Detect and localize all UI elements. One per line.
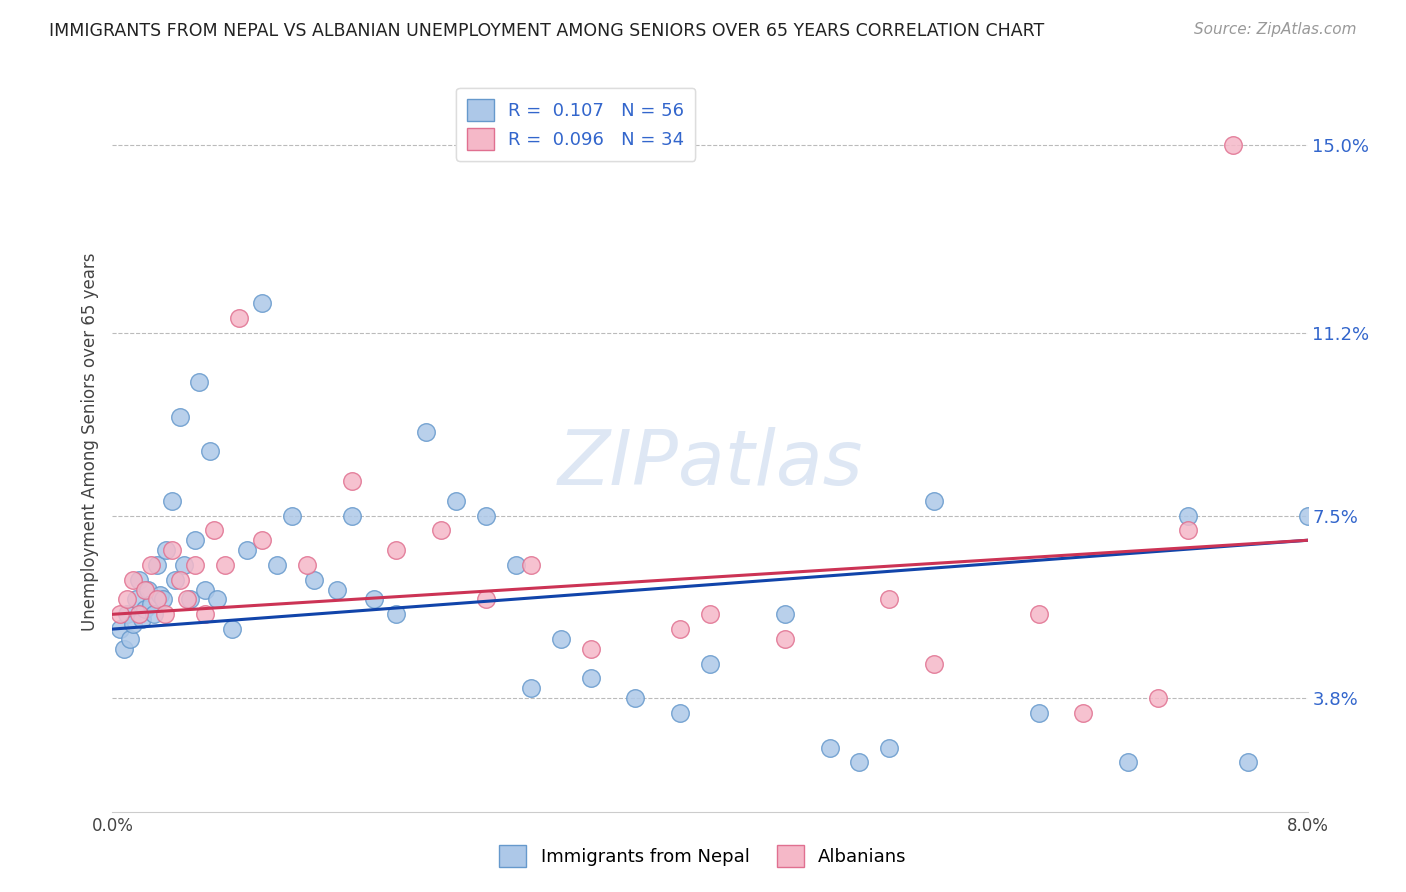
Point [520, 681, 543, 696]
Point [415, 425, 437, 439]
Point [214, 558, 236, 572]
Point [162, 543, 183, 558]
Point [773, 632, 796, 646]
Point [1177, 524, 1199, 538]
Legend: Immigrants from Nepal, Albanians: Immigrants from Nepal, Albanians [492, 838, 914, 874]
Point [1028, 706, 1050, 720]
Legend: R =  0.107   N = 56, R =  0.096   N = 34: R = 0.107 N = 56, R = 0.096 N = 34 [456, 87, 696, 161]
Y-axis label: Unemployment Among Seniors over 65 years: Unemployment Among Seniors over 65 years [80, 252, 98, 631]
Point [1177, 508, 1199, 523]
Point [295, 558, 318, 572]
Point [340, 474, 363, 488]
Point [169, 409, 191, 424]
Point [236, 543, 259, 558]
Point [114, 641, 135, 656]
Point [250, 533, 273, 548]
Point [108, 607, 131, 622]
Point [505, 558, 527, 572]
Point [202, 524, 225, 538]
Point [108, 622, 131, 636]
Point [165, 573, 187, 587]
Point [117, 607, 139, 622]
Point [250, 296, 273, 310]
Point [699, 657, 721, 671]
Point [149, 588, 172, 602]
Point [125, 592, 148, 607]
Point [385, 607, 408, 622]
Point [188, 376, 211, 390]
Point [475, 592, 498, 607]
Point [198, 444, 221, 458]
Point [773, 607, 796, 622]
Point [922, 657, 945, 671]
Point [183, 558, 205, 572]
Point [143, 607, 166, 622]
Point [179, 592, 201, 607]
Point [141, 558, 163, 572]
Point [848, 756, 870, 770]
Point [1118, 756, 1140, 770]
Point [1147, 691, 1170, 706]
Point [173, 558, 195, 572]
Point [122, 617, 145, 632]
Text: ZIPatlas: ZIPatlas [557, 426, 863, 500]
Point [228, 311, 250, 326]
Point [169, 573, 191, 587]
Point [266, 558, 288, 572]
Point [1296, 508, 1319, 523]
Point [281, 508, 304, 523]
Point [550, 632, 572, 646]
Point [152, 592, 174, 607]
Point [340, 508, 363, 523]
Point [579, 641, 602, 656]
Point [1028, 607, 1050, 622]
Point [146, 558, 169, 572]
Point [134, 602, 156, 616]
Point [922, 493, 945, 508]
Point [1237, 756, 1260, 770]
Point [699, 607, 721, 622]
Point [1073, 706, 1095, 720]
Point [122, 573, 145, 587]
Point [128, 573, 150, 587]
Point [138, 582, 160, 597]
Point [146, 592, 169, 607]
Point [475, 508, 498, 523]
Point [325, 582, 347, 597]
Point [155, 543, 177, 558]
Point [818, 740, 841, 755]
Point [302, 573, 325, 587]
Point [669, 706, 692, 720]
Point [120, 632, 142, 646]
Point [363, 592, 385, 607]
Point [579, 672, 602, 686]
Point [134, 582, 156, 597]
Text: IMMIGRANTS FROM NEPAL VS ALBANIAN UNEMPLOYMENT AMONG SENIORS OVER 65 YEARS CORRE: IMMIGRANTS FROM NEPAL VS ALBANIAN UNEMPL… [49, 22, 1045, 40]
Point [183, 533, 205, 548]
Point [128, 607, 150, 622]
Point [176, 592, 198, 607]
Point [117, 592, 139, 607]
Point [444, 493, 467, 508]
Point [194, 582, 217, 597]
Point [141, 598, 163, 612]
Point [624, 691, 647, 706]
Point [385, 543, 408, 558]
Point [153, 607, 176, 622]
Point [520, 558, 543, 572]
Point [131, 612, 153, 626]
Point [1222, 138, 1244, 153]
Point [162, 493, 183, 508]
Point [430, 524, 453, 538]
Text: Source: ZipAtlas.com: Source: ZipAtlas.com [1194, 22, 1357, 37]
Point [194, 607, 217, 622]
Point [879, 740, 901, 755]
Point [669, 622, 692, 636]
Point [205, 592, 228, 607]
Point [879, 592, 901, 607]
Point [221, 622, 243, 636]
